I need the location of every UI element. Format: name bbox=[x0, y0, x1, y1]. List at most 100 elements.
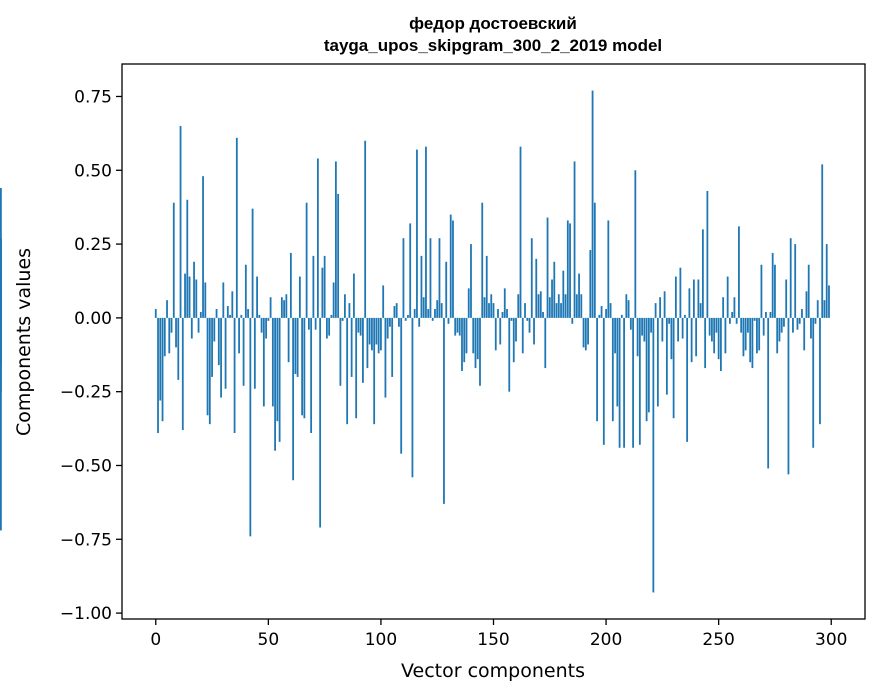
bar-55 bbox=[278, 317, 281, 442]
chart-title: федор достоевский bbox=[409, 14, 577, 33]
bar-260 bbox=[740, 317, 743, 333]
bar-176 bbox=[551, 279, 553, 318]
bar-225 bbox=[661, 317, 664, 342]
x-tick-label: 200 bbox=[590, 630, 622, 650]
bar-243 bbox=[701, 229, 704, 318]
bar-81 bbox=[337, 193, 340, 318]
bar-240 bbox=[695, 317, 698, 357]
bar-210 bbox=[627, 300, 630, 318]
bar-279 bbox=[783, 317, 785, 327]
bar-195 bbox=[593, 202, 596, 318]
bar-142 bbox=[474, 317, 477, 369]
bar-34 bbox=[231, 291, 234, 318]
bar-62 bbox=[294, 317, 297, 374]
bar-119 bbox=[422, 297, 425, 318]
bar-32 bbox=[226, 306, 229, 318]
bar-273 bbox=[769, 311, 772, 318]
bar-280 bbox=[785, 279, 788, 318]
bar-125 bbox=[436, 300, 439, 318]
bar-59 bbox=[287, 317, 290, 363]
bar-69 bbox=[310, 317, 313, 434]
bar-151 bbox=[494, 317, 497, 351]
bar-103 bbox=[386, 317, 389, 339]
bar-288 bbox=[803, 317, 806, 351]
bar-220 bbox=[650, 317, 653, 333]
bar-202 bbox=[609, 303, 612, 318]
bar-86 bbox=[348, 303, 351, 318]
bar-135 bbox=[458, 317, 461, 336]
bar-93 bbox=[364, 140, 367, 318]
bar-64 bbox=[298, 276, 301, 318]
bar-45 bbox=[256, 276, 258, 318]
bar-252 bbox=[722, 297, 725, 318]
bar-7 bbox=[170, 317, 173, 333]
bar-36 bbox=[235, 137, 238, 318]
bar-238 bbox=[690, 317, 693, 363]
bar-144 bbox=[479, 317, 481, 386]
bar-157 bbox=[508, 317, 511, 392]
bar-258 bbox=[735, 317, 738, 324]
bar-16 bbox=[190, 317, 193, 339]
bar-179 bbox=[557, 294, 560, 318]
bar-152 bbox=[497, 309, 499, 318]
bar-222 bbox=[654, 303, 657, 318]
bar-162 bbox=[519, 146, 522, 318]
bar-215 bbox=[638, 317, 641, 445]
bar-244 bbox=[704, 317, 707, 369]
bar-175 bbox=[548, 297, 551, 318]
bar-143 bbox=[476, 317, 479, 360]
bar-30 bbox=[222, 282, 225, 318]
bar-38 bbox=[240, 314, 243, 318]
chart-subtitle: tayga_upos_skipgram_300_2_2019 model bbox=[324, 36, 662, 55]
bar-149 bbox=[490, 294, 493, 318]
bar-46 bbox=[258, 314, 261, 318]
bar-6 bbox=[168, 317, 171, 354]
bar-146 bbox=[483, 297, 486, 318]
bar-239 bbox=[692, 279, 695, 318]
bar-233 bbox=[679, 267, 682, 318]
bar-48 bbox=[262, 317, 265, 407]
bar-223 bbox=[656, 317, 659, 407]
bar-35 bbox=[233, 317, 236, 434]
bar-276 bbox=[776, 317, 779, 354]
bar-230 bbox=[672, 317, 675, 419]
bar-173 bbox=[544, 317, 547, 369]
y-tick-label: −0.25 bbox=[60, 383, 112, 403]
bar-100 bbox=[380, 317, 382, 351]
x-tick-label: 0 bbox=[150, 630, 161, 650]
bar-180 bbox=[560, 303, 562, 318]
bar-96 bbox=[371, 317, 373, 351]
bar-197 bbox=[598, 314, 601, 318]
bar-41 bbox=[247, 309, 249, 318]
bar-126 bbox=[438, 238, 441, 318]
bar-169 bbox=[535, 258, 538, 318]
bar-95 bbox=[368, 317, 371, 345]
bar-98 bbox=[375, 317, 378, 345]
bar-109 bbox=[400, 317, 403, 454]
x-axis-ticks: 0 50 100 150 200 250 300 bbox=[150, 619, 847, 650]
bar-191 bbox=[584, 317, 587, 351]
bar-275 bbox=[774, 264, 776, 318]
bar-234 bbox=[681, 317, 684, 339]
bar-298 bbox=[825, 244, 828, 318]
bar-82 bbox=[339, 317, 342, 386]
bar-26 bbox=[213, 317, 216, 342]
bar-277 bbox=[778, 317, 781, 342]
y-tick-label: −0.75 bbox=[60, 530, 112, 550]
bar-282 bbox=[789, 238, 792, 318]
bar-20 bbox=[199, 311, 202, 318]
bar-116 bbox=[416, 149, 418, 318]
bar-263 bbox=[747, 317, 749, 333]
bar-1 bbox=[157, 317, 159, 434]
bar-245 bbox=[706, 190, 709, 318]
bar-287 bbox=[801, 309, 803, 318]
y-tick-label: 0.00 bbox=[74, 309, 112, 329]
bar-5 bbox=[166, 300, 168, 318]
bar-40 bbox=[244, 264, 247, 318]
bar-33 bbox=[229, 314, 231, 318]
bar-256 bbox=[731, 311, 734, 318]
bar-140 bbox=[470, 244, 472, 318]
bar-56 bbox=[280, 297, 283, 318]
bar-293 bbox=[814, 317, 817, 324]
bar-2 bbox=[159, 317, 162, 401]
